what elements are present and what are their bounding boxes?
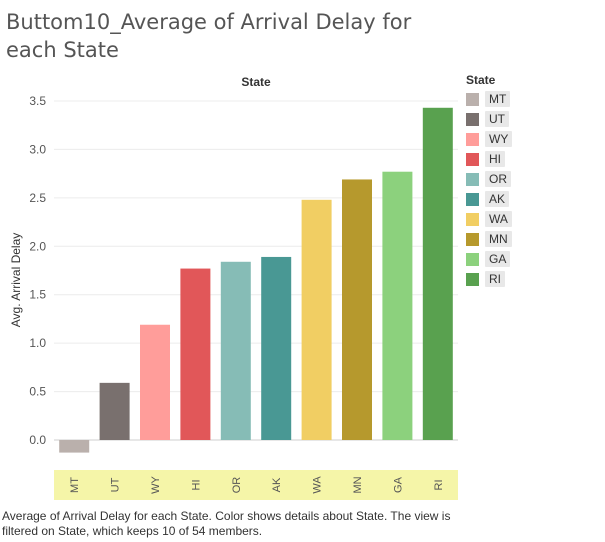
legend-swatch <box>466 272 479 286</box>
x-tick-label: GA <box>392 476 404 493</box>
x-tick-label: WY <box>150 475 162 493</box>
x-axis-highlight <box>54 470 458 500</box>
bar-or <box>220 261 251 440</box>
legend-label: MN <box>485 231 512 247</box>
legend-item-ak[interactable]: AK <box>466 189 586 209</box>
y-tick-label: 3.0 <box>29 142 46 156</box>
legend-item-wy[interactable]: WY <box>466 129 586 149</box>
legend-swatch <box>466 192 479 206</box>
legend-item-mn[interactable]: MN <box>466 229 586 249</box>
legend-swatch <box>466 132 479 146</box>
bar-mt <box>59 440 90 453</box>
bar-ri <box>422 107 453 440</box>
legend: State MT UT WY HI OR AK WA MN GA RI <box>466 73 586 289</box>
legend-swatch <box>466 112 479 126</box>
y-tick-label: 1.5 <box>29 288 46 302</box>
legend-label: WA <box>485 211 512 227</box>
bar-ut <box>99 382 130 440</box>
legend-item-hi[interactable]: HI <box>466 149 586 169</box>
x-tick-label: UT <box>110 477 122 492</box>
x-tick-label: HI <box>190 480 202 491</box>
legend-label: HI <box>485 151 505 167</box>
x-tick-label: AK <box>271 477 283 492</box>
legend-label: MT <box>485 91 511 107</box>
x-tick-label: OR <box>231 477 243 494</box>
bar-wy <box>140 324 170 440</box>
legend-item-ri[interactable]: RI <box>466 269 586 289</box>
legend-swatch <box>466 232 479 246</box>
bar-hi <box>180 268 211 440</box>
legend-swatch <box>466 92 479 106</box>
legend-label: WY <box>485 131 513 147</box>
y-tick-label: 0.5 <box>29 385 46 399</box>
legend-swatch <box>466 252 479 266</box>
y-tick-label: 2.0 <box>29 239 46 253</box>
legend-item-mt[interactable]: MT <box>466 89 586 109</box>
legend-swatch <box>466 152 479 166</box>
legend-label: GA <box>485 251 511 267</box>
legend-item-ga[interactable]: GA <box>466 249 586 269</box>
bar-ak <box>261 256 292 440</box>
y-tick-label: 1.0 <box>29 336 46 350</box>
column-header: State <box>241 75 271 89</box>
legend-swatch <box>466 212 479 226</box>
legend-label: RI <box>485 271 505 287</box>
legend-item-wa[interactable]: WA <box>466 209 586 229</box>
legend-label: AK <box>485 191 510 207</box>
x-tick-label: MT <box>69 477 81 493</box>
bar-wa <box>301 199 332 440</box>
legend-item-or[interactable]: OR <box>466 169 586 189</box>
chart-caption: Average of Arrival Delay for each State.… <box>2 509 451 538</box>
legend-label: OR <box>485 171 511 187</box>
legend-title: State <box>466 73 496 87</box>
legend-swatch <box>466 172 479 186</box>
bar-ga <box>382 171 413 440</box>
bar-mn <box>342 179 372 440</box>
x-tick-label: RI <box>433 480 445 491</box>
x-tick-label: MN <box>352 476 364 493</box>
chart-title: Buttom10_Average of Arrival Delay for ea… <box>6 10 412 62</box>
y-axis-label: Avg. Arrival Delay <box>9 233 23 327</box>
y-tick-label: 0.0 <box>29 433 46 447</box>
y-tick-label: 3.5 <box>29 94 46 108</box>
y-tick-label: 2.5 <box>29 191 46 205</box>
legend-item-ut[interactable]: UT <box>466 109 586 129</box>
legend-label: UT <box>485 111 509 127</box>
x-tick-label: WA <box>312 476 324 494</box>
